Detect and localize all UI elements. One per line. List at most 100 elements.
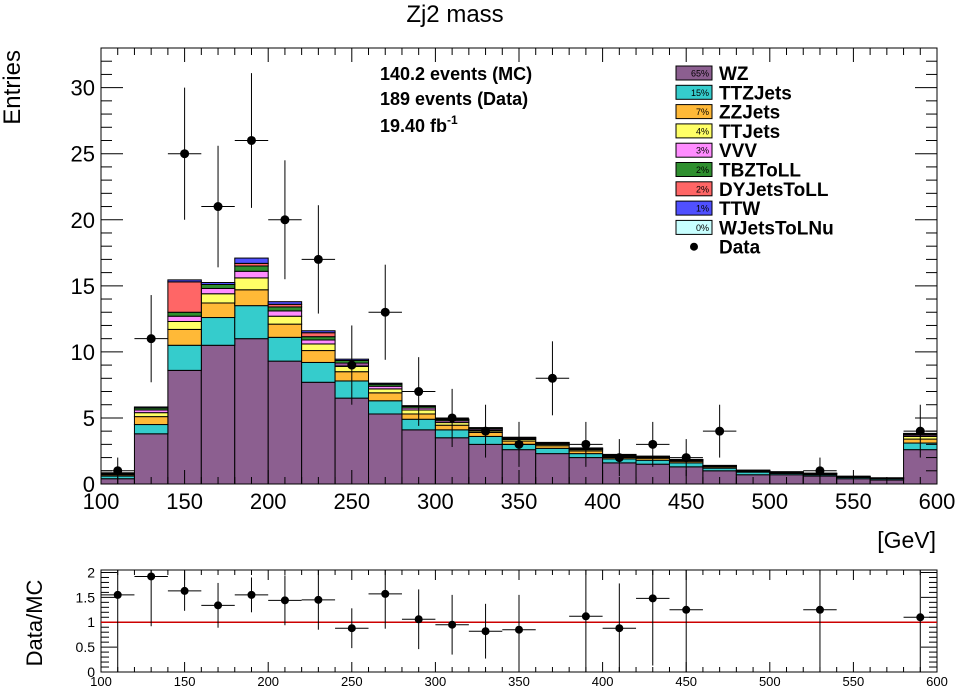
bar-ttjets-4: [234, 277, 269, 291]
legend-pct: 0%: [696, 223, 709, 233]
bar-ttw-1: [133, 406, 169, 409]
ratio-point: [515, 625, 523, 634]
bar-ttjets-8: [368, 388, 403, 394]
ratio-point: [481, 627, 490, 636]
ratio-x-tick-label: 550: [843, 674, 865, 688]
ratio-points: [101, 570, 937, 672]
ratio-x-tick-label: 200: [257, 674, 279, 688]
data-point: [715, 426, 725, 436]
ratio-point: [280, 596, 289, 605]
data-point: [280, 215, 290, 225]
ratio-x-tick-label: 400: [592, 674, 614, 688]
y-tick-label: 10: [71, 340, 95, 365]
y-tick-label: 20: [71, 208, 95, 233]
bar-ttw-5: [267, 301, 303, 305]
ratio-x-tick-label: 350: [508, 674, 530, 688]
y-tick-label: 25: [71, 142, 95, 167]
bar-tbztoll-3: [200, 283, 236, 289]
data-point: [815, 466, 825, 476]
bar-vvv-4: [234, 270, 269, 279]
legend-pct: 65%: [691, 69, 709, 79]
ratio-point: [180, 586, 189, 595]
bar-zzjets-1: [133, 416, 169, 426]
data-point: [347, 360, 357, 370]
bar-tbztoll-4: [234, 265, 269, 272]
bar-ttjets-3: [200, 293, 236, 304]
legend-swatch-wz: [675, 65, 713, 81]
bar-ttw-6: [301, 330, 336, 334]
bar-ttzjets-2: [167, 344, 202, 371]
bar-dyjetstoll-6: [301, 332, 336, 338]
bar-wz-8: [368, 413, 403, 485]
y-tick-label: 0: [83, 472, 95, 497]
ratio-point: [815, 605, 824, 614]
bar-ttzjets-3: [200, 317, 236, 346]
ratio-point: [147, 572, 156, 581]
ratio-point: [682, 605, 691, 614]
ratio-y-tick-label: 0.5: [76, 639, 96, 655]
bar-ttjets-6: [301, 343, 336, 352]
legend-pct: 3%: [696, 146, 709, 156]
x-tick-label: 200: [250, 489, 287, 514]
data-point: [113, 466, 123, 476]
ratio-point: [448, 620, 457, 629]
legend-label-data: Data: [719, 238, 761, 259]
bar-ttzjets-6: [301, 361, 336, 383]
legend-label-ttjets: TTJets: [719, 122, 780, 143]
bar-ttzjets-4: [234, 305, 269, 340]
data-point: [648, 439, 658, 449]
data-point: [481, 426, 491, 436]
bar-ttw-4: [234, 257, 269, 264]
bar-vvv-5: [267, 310, 303, 317]
legend-data-marker: [690, 242, 698, 251]
data-point: [414, 387, 424, 397]
x-tick-label: 300: [417, 489, 454, 514]
legend-swatch-ttw: [675, 200, 713, 216]
x-tick-label: 350: [501, 489, 538, 514]
ratio-point: [414, 615, 423, 624]
bar-wz-5: [267, 360, 303, 485]
data-point: [614, 453, 624, 463]
bar-dyjetstoll-2: [167, 281, 202, 313]
legend-label-ttw: TTW: [719, 199, 760, 220]
x-axis-label: [GeV]: [877, 527, 936, 553]
legend-pct: 1%: [696, 204, 709, 214]
ratio-y-tick-label: 2: [87, 564, 95, 580]
ratio-point: [615, 624, 624, 633]
data-point: [213, 202, 223, 212]
data-point: [313, 254, 323, 264]
ratio-x-tick-label: 600: [926, 674, 948, 688]
x-tick-label: 600: [919, 489, 956, 514]
ratio-x-tick-label: 100: [90, 674, 112, 688]
legend-swatch-wjetstolnu: [675, 219, 713, 235]
x-tick-label: 150: [166, 489, 203, 514]
mc-events-text: 140.2 events (MC): [380, 64, 532, 84]
bar-ttw-3: [200, 282, 236, 285]
bar-zzjets-3: [200, 302, 236, 319]
bar-ttzjets-13: [535, 447, 570, 455]
bar-ttzjets-5: [267, 336, 303, 362]
bar-zzjets-4: [234, 289, 269, 307]
legend: 65% WZ 15% TTZJets 7% ZZJets 4% TTJets 3% VVV 2% TB…: [675, 64, 834, 259]
x-tick-label: 250: [333, 489, 370, 514]
legend-label-zzjets: ZZJets: [719, 103, 780, 124]
ratio-x-tick-label: 250: [341, 674, 363, 688]
data-point: [146, 334, 156, 344]
lumi-text: 19.40 fb-1: [380, 113, 458, 136]
data-point: [581, 439, 591, 449]
bar-wz-2: [167, 369, 202, 485]
x-tick-label: 500: [751, 489, 788, 514]
ratio-y-tick-label: 1: [87, 614, 95, 630]
bar-tbztoll-5: [267, 306, 303, 312]
lumi-exponent: -1: [447, 113, 458, 127]
data-points: [101, 73, 937, 484]
data-point: [380, 307, 390, 317]
legend-pct: 2%: [696, 165, 709, 175]
ratio-y-tick-label: 1.5: [76, 589, 96, 605]
bar-wz-9: [401, 429, 436, 485]
ratio-point: [648, 594, 657, 603]
y-tick-label: 30: [71, 76, 95, 101]
ratio-y-axis-label: Data/MC: [22, 579, 47, 666]
bar-zzjets-8: [368, 392, 403, 402]
